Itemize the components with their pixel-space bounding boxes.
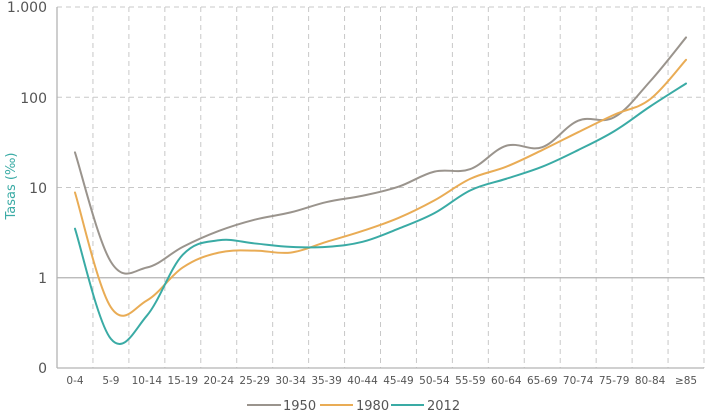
x-tick-label: ≥85: [675, 375, 697, 387]
y-tick-label: 1.000: [7, 0, 47, 16]
x-tick-label: 45-49: [383, 375, 414, 387]
y-axis-ticks: 1.000 100 10 1 0: [7, 0, 47, 377]
x-tick-label: 10-14: [132, 375, 163, 387]
x-tick-label: 20-24: [203, 375, 234, 387]
legend-item-2012: 2012: [391, 399, 460, 413]
series-line-2012: [73, 82, 688, 346]
y-tick-label: 10: [29, 181, 47, 197]
x-tick-label: 60-64: [491, 375, 522, 387]
grid-lines: [57, 6, 705, 368]
legend-label-2012: 2012: [427, 399, 460, 413]
x-tick-label: 5-9: [102, 375, 119, 387]
legend-label-1980: 1980: [356, 399, 389, 413]
x-tick-label: 30-34: [275, 375, 306, 387]
x-tick-label: 15-19: [168, 375, 199, 387]
x-tick-label: 55-59: [455, 375, 486, 387]
x-tick-label: 40-44: [347, 375, 378, 387]
x-tick-label: 75-79: [599, 375, 630, 387]
x-tick-label: 65-69: [527, 375, 558, 387]
series-line-1950: [73, 36, 688, 275]
y-tick-label: 1: [38, 271, 47, 287]
y-axis-title: Tasas (‰): [4, 153, 19, 221]
y-tick-label: 100: [20, 91, 47, 107]
x-tick-label: 25-29: [239, 375, 270, 387]
y-tick-label: 0: [38, 361, 47, 377]
x-tick-label: 80-84: [635, 375, 666, 387]
legend-item-1950: 1950: [247, 399, 316, 413]
x-tick-label: 70-74: [563, 375, 594, 387]
axes: [56, 7, 704, 369]
x-tick-label: 35-39: [311, 375, 342, 387]
x-tick-label: 50-54: [419, 375, 450, 387]
legend-item-1980: 1980: [320, 399, 389, 413]
x-axis-ticks: 0-4 5-9 10-14 15-19 20-24 25-29 30-34 35-39 40-4…: [66, 375, 697, 387]
legend: 1950 1980 2012: [247, 399, 460, 413]
legend-label-1950: 1950: [283, 399, 316, 413]
x-tick-label: 0-4: [66, 375, 83, 387]
data-series: [73, 36, 688, 346]
